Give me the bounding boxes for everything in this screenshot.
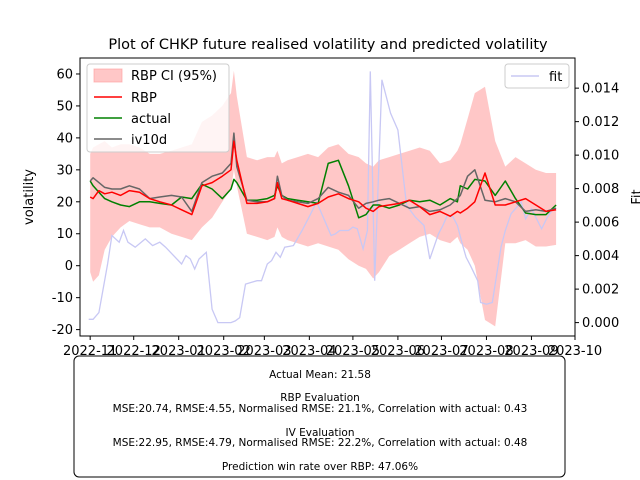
y-tick-label: -20 bbox=[52, 323, 73, 338]
y2-tick-label: 0.000 bbox=[582, 316, 619, 331]
x-tick-label: 2023-07 bbox=[414, 344, 468, 359]
y-tick-label: 60 bbox=[56, 67, 73, 82]
legend-ci-label: RBP CI (95%) bbox=[131, 69, 217, 84]
y2-tick-label: 0.002 bbox=[582, 283, 619, 298]
y2-tick-label: 0.004 bbox=[582, 249, 619, 264]
x-tick-label: 2022-12 bbox=[107, 344, 161, 359]
y-axis-right: 0.000 0.002 0.004 0.006 0.008 0.010 0.012 0.014 bbox=[575, 82, 619, 331]
stats-iv-metrics: MSE:22.95, RMSE:4.79, Normalised RMSE: 2… bbox=[113, 437, 528, 449]
legend-actual-label: actual bbox=[131, 112, 171, 127]
x-tick-label: 2023-01 bbox=[152, 344, 206, 359]
x-tick-label: 2023-05 bbox=[326, 344, 380, 359]
stats-box: Actual Mean: 21.58 RBP Evaluation MSE:20… bbox=[73, 355, 566, 478]
stats-rbp-heading: RBP Evaluation bbox=[280, 392, 360, 404]
y-tick-label: 30 bbox=[56, 163, 73, 178]
plot-frame bbox=[79, 57, 576, 337]
y-tick-label: 0 bbox=[65, 259, 73, 274]
x-axis: 2022-112022-122023-012023-022023-032023-… bbox=[63, 336, 602, 359]
chart-title: Plot of CHKP future realised volatility … bbox=[108, 37, 548, 53]
y2-axis-label: Fit bbox=[630, 189, 640, 204]
x-tick-label: 2023-06 bbox=[371, 344, 425, 359]
stats-box-frame bbox=[73, 355, 566, 478]
x-tick-label: 2023-10 bbox=[548, 344, 602, 359]
stats-iv-heading: IV Evaluation bbox=[285, 427, 354, 439]
x-tick-label: 2023-02 bbox=[197, 344, 251, 359]
legend-left-frame bbox=[86, 63, 230, 153]
x-tick-label: 2023-03 bbox=[237, 344, 291, 359]
fit-series-layer bbox=[88, 71, 554, 324]
stats-actual-mean: Actual Mean: 21.58 bbox=[269, 369, 371, 381]
x-tick-label: 2023-04 bbox=[282, 344, 336, 359]
fit-series-line bbox=[88, 71, 554, 324]
y-tick-label: -10 bbox=[52, 291, 73, 306]
x-tick-label: 2023-09 bbox=[504, 344, 558, 359]
legend-ci-swatch bbox=[93, 68, 123, 83]
rbp-series-line bbox=[89, 140, 557, 217]
y2-tick-label: 0.006 bbox=[582, 216, 619, 231]
stats-win-rate: Prediction win rate over RBP: 47.06% bbox=[222, 461, 418, 473]
legend-right: fit bbox=[504, 63, 570, 89]
legend-rbp-label: RBP bbox=[131, 91, 157, 106]
y2-tick-label: 0.008 bbox=[582, 182, 619, 197]
legend-left: RBP CI (95%) RBP actual iv10d bbox=[86, 63, 230, 153]
y-axis-left: -20 -10 0 10 20 30 40 50 60 bbox=[52, 67, 80, 338]
y-tick-label: 20 bbox=[56, 195, 73, 210]
iv10d-series-line bbox=[89, 132, 557, 213]
legend-fit-label: fit bbox=[549, 70, 562, 85]
stats-rbp-metrics: MSE:20.74, RMSE:4.55, Normalised RMSE: 2… bbox=[113, 403, 528, 415]
y-tick-label: 10 bbox=[56, 227, 73, 242]
legend-iv10d-label: iv10d bbox=[131, 133, 167, 148]
y2-tick-label: 0.014 bbox=[582, 82, 619, 97]
y-axis-label: volatility bbox=[22, 169, 37, 225]
y2-tick-label: 0.012 bbox=[582, 115, 619, 130]
y2-tick-label: 0.010 bbox=[582, 149, 619, 164]
y-tick-label: 40 bbox=[56, 131, 73, 146]
x-tick-label: 2022-11 bbox=[63, 344, 117, 359]
volatility-series-layer bbox=[89, 132, 557, 219]
x-tick-label: 2023-08 bbox=[459, 344, 513, 359]
y-tick-label: 50 bbox=[56, 99, 73, 114]
actual-series-line bbox=[89, 159, 557, 219]
